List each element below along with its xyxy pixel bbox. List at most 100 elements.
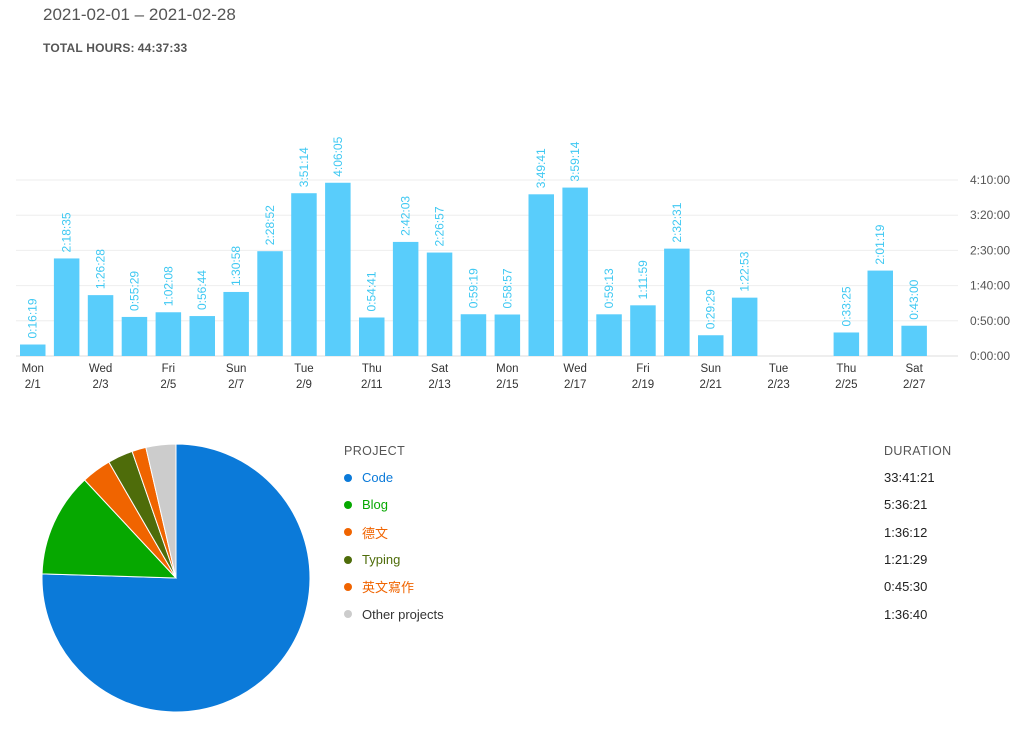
legend-duration: 0:45:30 — [884, 579, 928, 595]
bar[interactable] — [257, 251, 283, 356]
legend-project-name: Blog — [362, 497, 389, 513]
legend-row[interactable]: Blog 5:36:21 — [344, 491, 964, 518]
x-tick-day: Thu — [362, 363, 382, 375]
bar[interactable] — [596, 314, 622, 356]
bar-value-label: 2:28:52 — [263, 205, 277, 245]
bar[interactable] — [494, 314, 521, 356]
x-tick-date: 2/23 — [767, 379, 789, 391]
date-range-title: 2021-02-01 – 2021-02-28 — [43, 5, 236, 24]
project-pie-chart — [41, 443, 311, 713]
legend-rows: Code 33:41:21 Blog 5:36:21 德文 1:36:12 Typing 1:… — [344, 464, 964, 628]
total-hours: TOTAL HOURS: 44:37:33 — [43, 41, 187, 55]
legend-project-name: 德文 — [362, 525, 389, 541]
legend-duration: 5:36:21 — [884, 497, 928, 513]
x-tick-day: Fri — [162, 363, 175, 375]
legend-dot-icon — [344, 500, 352, 509]
x-tick-date: 2/9 — [296, 379, 312, 391]
bar-value-label: 0:16:19 — [26, 298, 40, 338]
bar-value-label: 1:22:53 — [738, 251, 752, 291]
y-tick-label: 1:40:00 — [970, 279, 1010, 293]
legend-dot-icon — [344, 528, 352, 537]
bar[interactable] — [833, 332, 860, 356]
bar[interactable] — [901, 325, 927, 356]
project-legend: PROJECT DURATION Code 33:41:21 Blog 5:36:21… — [344, 444, 964, 628]
bar-value-label: 2:18:35 — [60, 212, 74, 252]
bar[interactable] — [20, 344, 46, 356]
legend-row[interactable]: 英文寫作 0:45:30 — [344, 573, 964, 600]
bar[interactable] — [359, 317, 385, 356]
x-tick-date: 2/3 — [93, 379, 109, 391]
bar-value-label: 2:26:57 — [433, 206, 447, 246]
legend-row[interactable]: Other projects 1:36:40 — [344, 600, 964, 627]
bar-value-label: 0:59:13 — [602, 268, 616, 308]
x-tick-day: Sun — [226, 363, 246, 375]
duration-column-header: DURATION — [884, 444, 952, 458]
x-tick-day: Sat — [906, 363, 924, 375]
legend-dot-icon — [344, 473, 352, 482]
bar[interactable] — [223, 291, 249, 356]
bar[interactable] — [867, 270, 894, 356]
bar[interactable] — [426, 252, 453, 356]
x-tick-day: Tue — [294, 363, 313, 375]
y-tick-label: 3:20:00 — [970, 208, 1010, 222]
legend-project: Blog — [344, 497, 388, 512]
y-tick-label: 4:10:00 — [970, 173, 1010, 187]
bar[interactable] — [291, 193, 317, 356]
x-tick-date: 2/19 — [632, 379, 654, 391]
pie-slice[interactable] — [145, 443, 177, 579]
bar[interactable] — [562, 187, 588, 356]
x-tick-day: Wed — [563, 363, 586, 375]
y-tick-label: 0:50:00 — [970, 314, 1010, 328]
bar[interactable] — [630, 305, 656, 356]
bar-value-label: 3:59:14 — [568, 141, 582, 181]
legend-dot-icon — [344, 555, 352, 564]
bar-value-label: 3:51:14 — [297, 147, 311, 187]
bar[interactable] — [189, 316, 216, 356]
bar-value-label: 0:43:00 — [907, 279, 921, 319]
x-tick-day: Sat — [431, 363, 449, 375]
bar-value-label: 0:59:19 — [466, 268, 480, 308]
bar[interactable] — [528, 194, 555, 356]
legend-dot-icon — [344, 582, 352, 591]
bar[interactable] — [664, 248, 690, 356]
legend-row[interactable]: Typing 1:21:29 — [344, 546, 964, 573]
legend-row[interactable]: Code 33:41:21 — [344, 464, 964, 491]
x-tick-date: 2/15 — [496, 379, 518, 391]
bar-value-label: 0:56:44 — [195, 270, 209, 310]
bar-value-label: 3:49:41 — [534, 148, 548, 188]
legend-project: 德文 — [344, 523, 388, 542]
legend-duration: 1:36:40 — [884, 606, 928, 622]
legend-project-name: Other projects — [362, 606, 444, 622]
total-hours-value: 44:37:33 — [137, 41, 188, 55]
legend-row[interactable]: 德文 1:36:12 — [344, 519, 964, 546]
x-tick-date: 2/5 — [160, 379, 176, 391]
bar[interactable] — [121, 316, 148, 356]
x-tick-day: Mon — [496, 363, 518, 375]
bar-labels: 0:16:19 2:18:35 1:26:28 0:55:29 1:02:08 0:56:… — [26, 136, 921, 338]
pie-slice[interactable] — [41, 479, 178, 579]
bar-value-label: 2:01:19 — [873, 224, 887, 264]
bar-value-label: 2:42:03 — [399, 196, 413, 236]
x-tick-date: 2/1 — [25, 379, 41, 391]
bar-value-label: 0:33:25 — [839, 286, 853, 326]
bar[interactable] — [731, 297, 758, 356]
x-tick-day: Thu — [836, 363, 856, 375]
legend-project: 英文寫作 — [344, 577, 414, 596]
bar-value-label: 0:58:57 — [500, 268, 514, 308]
bar[interactable] — [87, 295, 114, 356]
legend-project: Code — [344, 470, 393, 485]
bar-value-label: 0:55:29 — [127, 271, 141, 311]
bar[interactable] — [53, 258, 80, 356]
bar[interactable] — [155, 312, 182, 356]
legend-duration: 33:41:21 — [884, 470, 935, 486]
bar[interactable] — [392, 241, 419, 356]
x-tick-day: Mon — [22, 363, 44, 375]
bar-value-label: 1:02:08 — [161, 266, 175, 306]
bar-value-label: 1:11:59 — [636, 260, 650, 299]
x-tick-date: 2/17 — [564, 379, 586, 391]
bar[interactable] — [460, 314, 487, 356]
bar[interactable] — [698, 335, 724, 356]
legend-project-name: 英文寫作 — [362, 580, 415, 596]
bar[interactable] — [325, 182, 351, 356]
x-tick-day: Fri — [636, 363, 649, 375]
